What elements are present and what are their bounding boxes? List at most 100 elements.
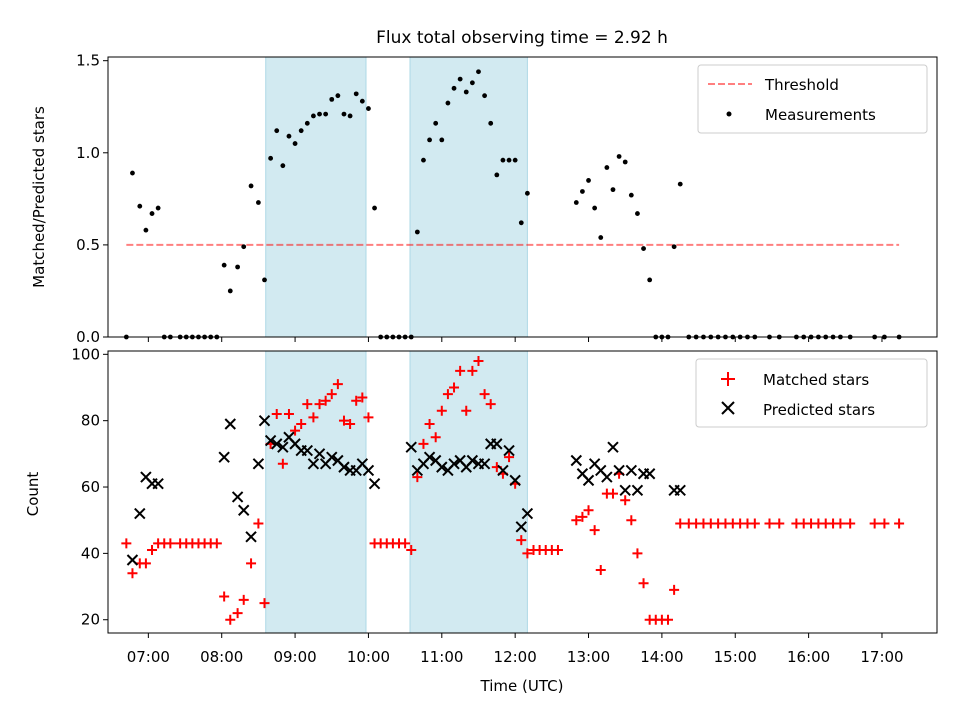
matched-star-point xyxy=(607,488,618,499)
matched-star-point xyxy=(345,418,356,429)
predicted-star-point xyxy=(613,464,625,477)
predicted-star-point xyxy=(674,484,686,497)
predicted-star-point xyxy=(271,438,283,450)
measurement-point xyxy=(359,98,365,104)
top-y-axis-label: Matched/Predicted stars xyxy=(30,106,48,288)
top-y-tick-label: 1.0 xyxy=(76,144,100,162)
x-axis-label: Time (UTC) xyxy=(480,677,564,695)
top-y-tick-label: 0.5 xyxy=(76,236,100,254)
matched-stars-points xyxy=(121,355,905,625)
predicted-star-point xyxy=(252,458,265,470)
predicted-star-point xyxy=(582,474,595,487)
measurements-legend-label: Measurements xyxy=(765,106,876,124)
matched-star-point xyxy=(351,395,362,406)
predicted-star-point xyxy=(503,444,515,457)
predicted-star-point xyxy=(126,554,139,566)
bottom-y-tick-label: 100 xyxy=(71,345,100,363)
measurement-point xyxy=(311,113,316,119)
matched-star-point xyxy=(332,379,343,390)
threshold-legend-label: Threshold xyxy=(764,76,839,94)
measurement-point xyxy=(137,203,143,209)
matched-star-point xyxy=(504,452,515,463)
measurement-point xyxy=(494,172,500,178)
top-shaded-interval-1 xyxy=(265,56,367,338)
measurement-point xyxy=(280,163,286,169)
bottom-shaded-intervals xyxy=(265,350,528,634)
matched-star-point xyxy=(140,558,151,569)
x-tick-label: 07:00 xyxy=(127,648,170,666)
predicted-star-point xyxy=(631,484,644,497)
predicted-star-point xyxy=(301,444,314,457)
predicted-star-point xyxy=(218,451,230,463)
predicted-star-point xyxy=(515,521,527,533)
measurement-point xyxy=(421,157,426,163)
measurement-point xyxy=(604,165,610,170)
matched-star-point xyxy=(467,365,478,376)
matched-star-point xyxy=(308,412,319,423)
matched-star-point xyxy=(246,558,257,569)
matched-star-point xyxy=(764,518,775,529)
predicted-star-point xyxy=(307,458,320,470)
measurement-point xyxy=(573,200,579,205)
measurement-point xyxy=(463,89,469,95)
matched-star-point xyxy=(583,505,594,516)
measurement-point xyxy=(677,181,683,187)
predicted-star-point xyxy=(231,491,244,503)
matched-star-point xyxy=(449,382,460,393)
matched-star-point xyxy=(320,395,331,406)
top-panel-measurements: 0.0 0.5 1.0 1.5 Matched/Predicted stars Thr… xyxy=(30,52,938,346)
predicted-star-point xyxy=(607,441,619,453)
measurement-point xyxy=(286,133,292,139)
top-legend-box xyxy=(697,64,928,134)
matched-star-point xyxy=(589,525,600,536)
predicted-star-point xyxy=(152,477,164,490)
top-x-ticks xyxy=(147,337,883,342)
bottom-shaded-interval-2 xyxy=(409,350,528,634)
predicted-star-point xyxy=(245,531,257,543)
predicted-star-point xyxy=(478,458,491,470)
predicted-star-point xyxy=(264,434,277,447)
matched-star-point xyxy=(675,518,686,529)
bottom-y-axis-label: Count xyxy=(24,472,42,517)
predicted-star-point xyxy=(491,438,503,450)
measurement-point xyxy=(292,141,298,146)
measurement-point xyxy=(500,157,506,163)
x-tick-label: 14:00 xyxy=(640,648,683,666)
bottom-y-tick-label: 60 xyxy=(81,478,100,496)
matched-star-point xyxy=(271,409,282,420)
matched-star-point xyxy=(277,458,288,469)
measurement-point xyxy=(469,80,475,86)
matched-star-point xyxy=(412,472,423,483)
matched-legend-marker xyxy=(721,372,735,386)
matched-star-point xyxy=(296,418,307,429)
predicted-stars-points xyxy=(126,414,686,566)
matched-star-point xyxy=(418,438,429,449)
measurement-point xyxy=(622,159,628,165)
matched-star-point xyxy=(430,432,441,443)
top-y-tick-label: 1.5 xyxy=(76,52,100,70)
predicted-star-point xyxy=(338,461,350,473)
bottom-y-tick-label: 40 xyxy=(81,544,100,562)
matched-star-point xyxy=(326,389,337,400)
matched-star-point xyxy=(869,518,880,529)
matched-star-point xyxy=(338,415,349,426)
measurement-point xyxy=(235,264,241,270)
matched-star-point xyxy=(516,535,527,546)
measurement-point xyxy=(610,187,616,193)
measurement-point xyxy=(274,128,280,134)
measurement-point xyxy=(143,227,149,233)
matched-star-point xyxy=(894,518,905,529)
predicted-star-point xyxy=(238,504,250,516)
matched-star-point xyxy=(283,409,294,420)
bottom-legend-box xyxy=(695,358,928,428)
measurement-point xyxy=(255,200,261,205)
predicted-star-point xyxy=(570,454,583,467)
measurement-point xyxy=(635,211,640,216)
x-tick-label: 11:00 xyxy=(420,648,463,666)
chart-title: Flux total observing time = 2.92 h xyxy=(376,28,668,48)
predicted-star-point xyxy=(625,464,638,477)
measurement-point xyxy=(317,111,322,117)
bottom-x-ticks: 07:00 08:00 09:00 10:00 11:00 12:00 13:00 14:00… xyxy=(127,633,904,666)
measurement-point xyxy=(445,100,451,106)
matched-star-point xyxy=(165,538,176,549)
